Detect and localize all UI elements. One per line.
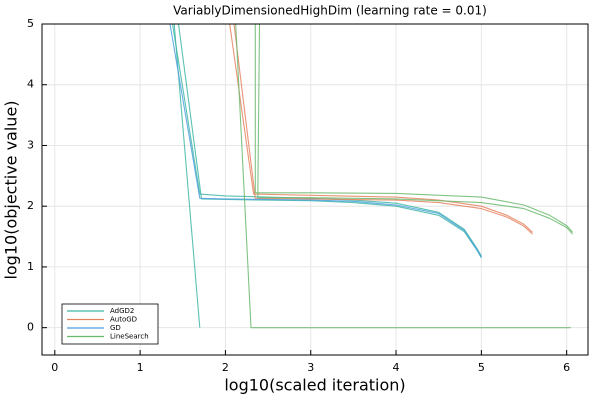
y-tick-label: 3 <box>27 138 34 151</box>
series-line-linesearch <box>235 24 571 329</box>
x-tick-label: 4 <box>393 361 400 374</box>
y-tick-label: 5 <box>27 17 34 30</box>
legend-label: LineSearch <box>110 333 149 341</box>
axis-ticks: 0 1 2 3 4 5 6 0 1 2 3 4 5 <box>27 17 570 374</box>
y-tick-label: 4 <box>27 78 34 91</box>
plot-frame <box>41 23 589 356</box>
x-tick-label: 5 <box>478 361 485 374</box>
series-line-gd <box>169 24 482 258</box>
series-line-linesearch <box>254 24 574 233</box>
chart-title: VariablyDimensionedHighDim (learning rat… <box>173 4 487 18</box>
y-axis-label: log10(objective value) <box>2 100 21 279</box>
y-tick-label: 1 <box>27 260 34 273</box>
x-tick-label: 3 <box>307 361 314 374</box>
y-tick-label: 2 <box>27 199 34 212</box>
series-line-linesearch <box>257 24 574 235</box>
series-line-autogd <box>233 24 533 235</box>
series-line-autogd <box>229 24 533 233</box>
x-tick-label: 6 <box>563 361 570 374</box>
legend-label: AdGD2 <box>110 307 134 315</box>
series-lines <box>169 24 574 329</box>
legend-label: GD <box>110 324 121 332</box>
x-tick-label: 0 <box>51 361 58 374</box>
x-tick-label: 2 <box>222 361 229 374</box>
series-line-adgd2 <box>171 24 482 257</box>
y-tick-label: 0 <box>27 321 34 334</box>
legend-label: AutoGD <box>110 316 137 324</box>
x-axis-label: log10(scaled iteration) <box>224 376 405 395</box>
x-tick-label: 1 <box>137 361 144 374</box>
